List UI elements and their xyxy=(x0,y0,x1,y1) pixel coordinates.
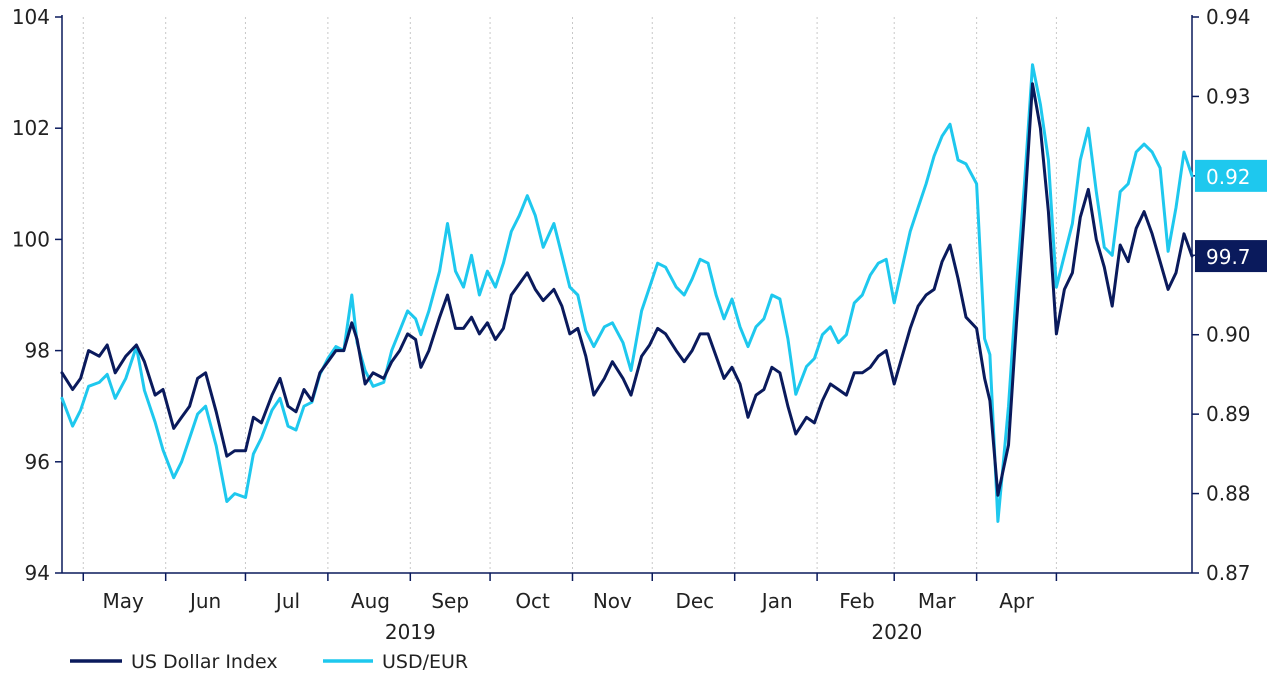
right-tick-label: 0.87 xyxy=(1206,561,1251,585)
legend-item-us-dollar-index: US Dollar Index xyxy=(70,651,278,673)
month-label: Mar xyxy=(918,589,957,613)
series-line-us-dollar-index xyxy=(60,82,1194,497)
end-value-labels: 99.7 0.92 xyxy=(1195,159,1267,273)
month-label: Jun xyxy=(188,589,221,613)
month-label: Sep xyxy=(431,589,469,613)
year-label: 2020 xyxy=(871,620,922,644)
right-tick-label: 0.88 xyxy=(1206,482,1251,506)
left-tick-label: 104 xyxy=(12,5,50,29)
vertical-grid xyxy=(82,17,1057,573)
legend-label: US Dollar Index xyxy=(131,651,278,673)
axes: 9496981001021040.870.880.890.900.910.920… xyxy=(12,5,1251,644)
month-label: Aug xyxy=(351,589,390,613)
right-tick-label: 0.90 xyxy=(1206,323,1251,347)
month-label: Feb xyxy=(839,589,874,613)
right-tick-label: 0.93 xyxy=(1206,84,1251,108)
left-tick-label: 102 xyxy=(12,116,50,140)
end-label-box xyxy=(1195,159,1267,192)
month-label: Jan xyxy=(760,589,793,613)
year-label: 2019 xyxy=(385,620,436,644)
end-label-us-dollar-index: 99.7 xyxy=(1195,240,1267,273)
month-label: May xyxy=(102,589,144,613)
legend-label: USD/EUR xyxy=(382,651,468,673)
month-label: Jul xyxy=(274,589,300,613)
end-label-box xyxy=(1195,240,1267,273)
month-label: Apr xyxy=(999,589,1034,613)
series-line-usd-eur xyxy=(60,63,1194,523)
left-tick-label: 100 xyxy=(12,227,50,251)
right-tick-label: 0.89 xyxy=(1206,402,1251,426)
left-tick-label: 96 xyxy=(25,450,50,474)
month-label: Oct xyxy=(515,589,550,613)
end-label-usd-eur: 0.92 xyxy=(1195,159,1267,192)
series-lines xyxy=(60,63,1194,523)
end-label-text: 99.7 xyxy=(1206,245,1251,269)
legend: US Dollar Index USD/EUR xyxy=(70,651,468,673)
month-label: Nov xyxy=(593,589,632,613)
end-label-text: 0.92 xyxy=(1206,165,1251,189)
month-label: Dec xyxy=(675,589,714,613)
right-tick-label: 0.94 xyxy=(1206,5,1251,29)
legend-item-usd-eur: USD/EUR xyxy=(323,651,468,673)
left-tick-label: 98 xyxy=(25,339,50,363)
left-tick-label: 94 xyxy=(25,561,50,585)
